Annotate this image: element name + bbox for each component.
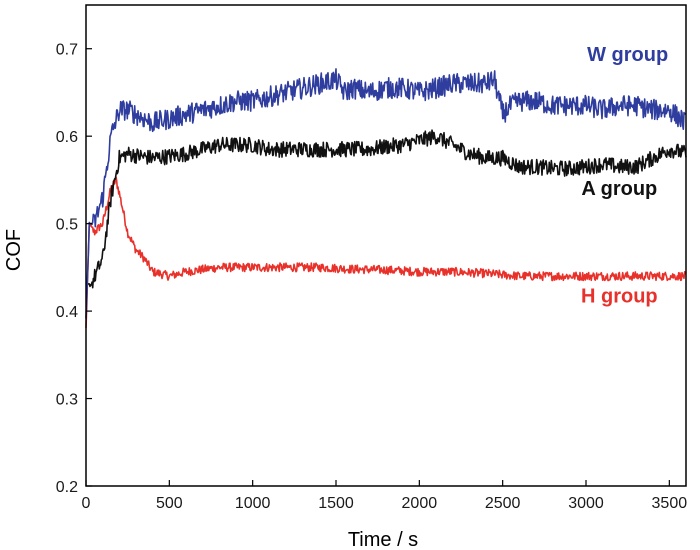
series-line-h bbox=[85, 176, 687, 329]
y-axis-label: COF bbox=[3, 229, 25, 271]
y-tick-label: 0.7 bbox=[56, 42, 78, 59]
x-tick-label: 0 bbox=[82, 495, 91, 512]
series-line-w bbox=[85, 68, 687, 319]
series-line-a bbox=[85, 129, 687, 289]
x-tick-label: 2500 bbox=[485, 495, 521, 512]
y-tick-label: 0.2 bbox=[56, 479, 78, 496]
x-tick-label: 3000 bbox=[568, 495, 604, 512]
y-tick-label: 0.4 bbox=[56, 304, 78, 321]
series-label-w: W group bbox=[587, 44, 668, 66]
x-axis-label: Time / s bbox=[348, 529, 418, 550]
plot-frame bbox=[85, 4, 687, 487]
x-tick-label: 3500 bbox=[652, 495, 688, 512]
series-label-h: H group bbox=[581, 285, 658, 307]
series-layer bbox=[85, 68, 687, 329]
y-tick-label: 0.3 bbox=[56, 392, 78, 409]
x-tick-label: 2000 bbox=[402, 495, 438, 512]
plot-area bbox=[86, 5, 686, 486]
ticks-layer: 0 500 1000 1500 2000 2500 3000 3500 0.2 0.3 0.4 0.5… bbox=[56, 42, 687, 512]
labels-layer: W group A group H group bbox=[581, 44, 668, 307]
x-tick-label: 1500 bbox=[318, 495, 354, 512]
x-tick-label: 1000 bbox=[235, 495, 271, 512]
series-label-a: A group bbox=[581, 178, 657, 200]
y-tick-label: 0.5 bbox=[56, 217, 78, 234]
y-tick-label: 0.6 bbox=[56, 129, 78, 146]
x-tick-label: 500 bbox=[156, 495, 183, 512]
